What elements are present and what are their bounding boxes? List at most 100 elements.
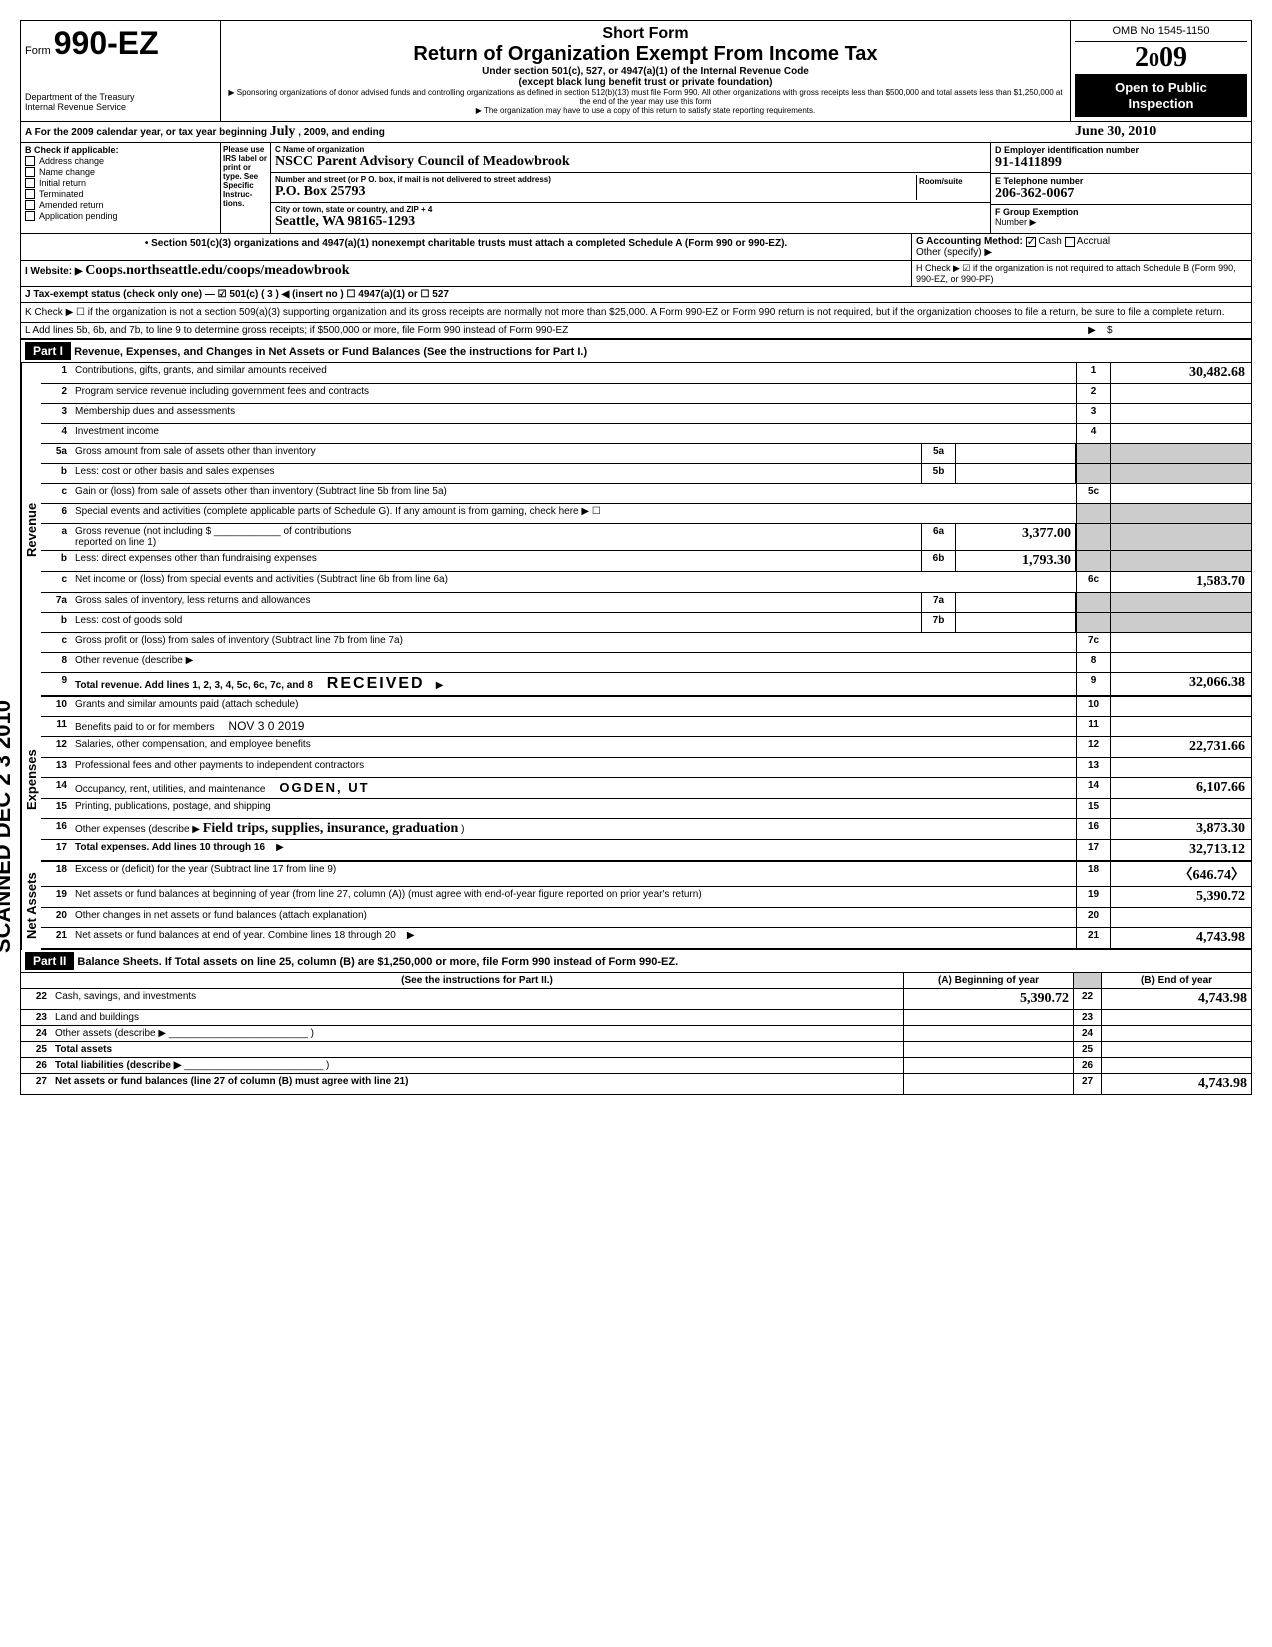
chk-amended[interactable] [25, 200, 35, 210]
line10-val [1111, 697, 1251, 716]
row-a: A For the 2009 calendar year, or tax yea… [21, 122, 1251, 143]
state-text: ▶ The organization may have to use a cop… [225, 106, 1066, 115]
bal25-desc: Total assets [51, 1042, 903, 1057]
lbl-other: Other (specify) ▶ [916, 247, 992, 258]
bal27-a [903, 1074, 1073, 1094]
bal23-b [1101, 1010, 1251, 1025]
balance-hdr: (See the instructions for Part II.) (A) … [21, 973, 1251, 989]
bal24-a [903, 1026, 1073, 1041]
bal25-b [1101, 1042, 1251, 1057]
year-begin: July [270, 124, 296, 139]
line7a-desc: Gross sales of inventory, less returns a… [71, 593, 921, 612]
line5a-desc: Gross amount from sale of assets other t… [71, 444, 921, 463]
bal27-desc: Net assets or fund balances (line 27 of … [51, 1074, 903, 1094]
b-header: B Check if applicable: [25, 145, 119, 155]
line4-val [1111, 424, 1251, 443]
col-a-hdr: (A) Beginning of year [903, 973, 1073, 988]
form-prefix: Form [25, 45, 51, 57]
revenue-vlabel: Revenue [21, 363, 41, 697]
chk-pending[interactable] [25, 211, 35, 221]
col-name-addr: C Name of organization NSCC Parent Advis… [271, 143, 991, 233]
line6a-mid: 3,377.00 [956, 524, 1076, 550]
subtitle: Under section 501(c), 527, or 4947(a)(1)… [225, 66, 1066, 77]
row-a-mid: , 2009, and ending [298, 127, 385, 138]
line17-desc: Total expenses. Add lines 10 through 16 … [71, 840, 1076, 860]
addr-label: Number and street (or P O. box, if mail … [275, 175, 916, 184]
row-a-label: A For the 2009 calendar year, or tax yea… [25, 127, 267, 138]
chk-terminated[interactable] [25, 189, 35, 199]
chk-name[interactable] [25, 167, 35, 177]
part2-header: Part II Balance Sheets. If Total assets … [21, 950, 1251, 973]
part1-title: Revenue, Expenses, and Changes in Net As… [74, 346, 587, 358]
dept-irs: Internal Revenue Service [25, 102, 216, 112]
bal23-desc: Land and buildings [51, 1010, 903, 1025]
scanned-stamp: SCANNED DEC 2 3 2010 [0, 700, 16, 953]
l-dollar: $ [1107, 325, 1247, 336]
d-label: D Employer identification number [995, 145, 1139, 155]
header-row: Form 990-EZ Department of the Treasury I… [21, 21, 1251, 122]
subtitle2: (except black lung benefit trust or priv… [225, 77, 1066, 88]
netassets-vlabel: Net Assets [21, 862, 41, 950]
revenue-section: Revenue 1Contributions, gifts, grants, a… [21, 363, 1251, 697]
form-number-cell: Form 990-EZ Department of the Treasury I… [21, 21, 221, 121]
line19-desc: Net assets or fund balances at beginning… [71, 887, 1076, 907]
bal24-desc: Other assets (describe ▶ _______________… [51, 1026, 903, 1041]
line7c-val [1111, 633, 1251, 652]
line8-val [1111, 653, 1251, 672]
chk-address[interactable] [25, 156, 35, 166]
bal23-a [903, 1010, 1073, 1025]
section-g: G Accounting Method: Cash Accrual Other … [911, 234, 1251, 260]
col-b-hdr: (B) End of year [1101, 973, 1251, 988]
section-501-text: • Section 501(c)(3) organizations and 49… [21, 234, 911, 260]
section-bcdef: B Check if applicable: Address change Na… [21, 143, 1251, 234]
line19-val: 5,390.72 [1111, 887, 1251, 907]
line3-val [1111, 404, 1251, 423]
website-value: Coops.northseattle.edu/coops/meadowbrook [85, 263, 349, 278]
bal27-b: 4,743.98 [1101, 1074, 1251, 1094]
open-public-1: Open to Public [1079, 80, 1243, 96]
bal25-a [903, 1042, 1073, 1057]
line16-hw: Field trips, supplies, insurance, gradua… [203, 821, 459, 836]
f-label: F Group Exemption [995, 207, 1079, 217]
website-label: I Website: ▶ [25, 266, 83, 277]
e-label: E Telephone number [995, 176, 1083, 186]
line6b-mid: 1,793.30 [956, 551, 1076, 571]
chk-initial[interactable] [25, 178, 35, 188]
l-row: L Add lines 5b, 6b, and 7b, to line 9 to… [21, 323, 1251, 340]
line12-desc: Salaries, other compensation, and employ… [71, 737, 1076, 757]
line6-desc: Special events and activities (complete … [71, 504, 1076, 523]
line7c-desc: Gross profit or (loss) from sales of inv… [71, 633, 1076, 652]
open-public: Open to Public Inspection [1075, 74, 1247, 117]
org-name-row: C Name of organization NSCC Parent Advis… [271, 143, 990, 173]
line1-val: 30,482.68 [1111, 363, 1251, 383]
c-label: C Name of organization [275, 145, 986, 154]
netassets-section: Net Assets 18Excess or (deficit) for the… [21, 862, 1251, 950]
line14-val: 6,107.66 [1111, 778, 1251, 798]
section-501: • Section 501(c)(3) organizations and 49… [21, 234, 1251, 261]
lbl-accrual: Accrual [1077, 236, 1110, 247]
lbl-pending: Application pending [39, 211, 118, 221]
chk-cash[interactable] [1026, 237, 1036, 247]
lbl-terminated: Terminated [39, 189, 84, 199]
line16-desc: Other expenses (describe ▶ Field trips, … [71, 819, 1076, 839]
room-label: Room/suite [919, 177, 984, 186]
l-text: L Add lines 5b, 6b, and 7b, to line 9 to… [25, 325, 1077, 336]
bal26-a [903, 1058, 1073, 1073]
line2-desc: Program service revenue including govern… [71, 384, 1076, 403]
year-end: June 30, 2010 [1071, 122, 1251, 142]
phone-row: E Telephone number 206-362-0067 [991, 174, 1251, 205]
line5c-val [1111, 484, 1251, 503]
line11-desc: Benefits paid to or for members NOV 3 0 … [71, 717, 1076, 736]
org-name: NSCC Parent Advisory Council of Meadowbr… [275, 154, 986, 170]
omb-number: OMB No 1545-1150 [1075, 25, 1247, 42]
line5c-desc: Gain or (loss) from sale of assets other… [71, 484, 1076, 503]
part2-label: Part II [25, 952, 74, 970]
line11-val [1111, 717, 1251, 736]
line5b-mid [956, 464, 1076, 483]
line20-val [1111, 908, 1251, 927]
chk-accrual[interactable] [1065, 237, 1075, 247]
l-arrow: ▶ [1077, 325, 1107, 336]
line21-desc: Net assets or fund balances at end of ye… [71, 928, 1076, 948]
bal26-b [1101, 1058, 1251, 1073]
j-status: J Tax-exempt status (check only one) — ☑… [25, 289, 449, 300]
